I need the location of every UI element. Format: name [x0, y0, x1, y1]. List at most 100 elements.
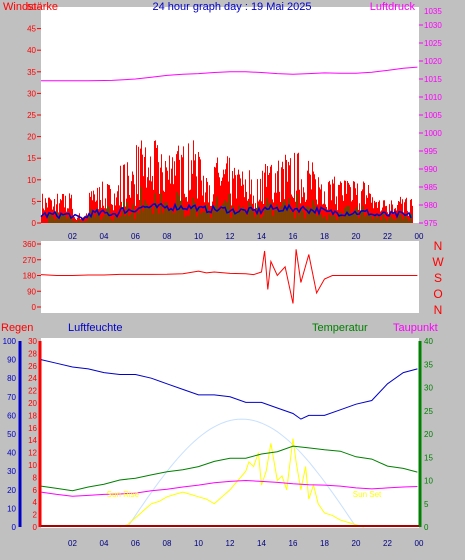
x-tick-label-04: 04	[100, 539, 109, 548]
rain-tick-label-26: 26	[28, 362, 37, 371]
compass-label-1: W	[432, 255, 444, 269]
compass-label-0: N	[434, 239, 443, 253]
rain-tick-label-14: 14	[28, 436, 37, 445]
wind-tick-label-5: 5	[32, 197, 37, 206]
humidity-tick-label-100: 100	[3, 337, 17, 346]
x-tick-label-12: 12	[226, 232, 235, 241]
rain-tick-label-22: 22	[28, 387, 37, 396]
x-tick-label-20: 20	[352, 539, 361, 548]
compass-label-4: N	[434, 303, 443, 317]
humidity-tick-label-70: 70	[7, 393, 16, 402]
rain-tick-label-30: 30	[28, 337, 37, 346]
wind-direction-panel	[41, 241, 419, 313]
temperature-tick-label-40: 40	[424, 337, 433, 346]
rain-tick-label-28: 28	[28, 349, 37, 358]
x-tick-label-22: 22	[383, 232, 392, 241]
sun-rise-label: Sun Rise	[107, 490, 140, 499]
temperature-axis: 0 5 10 15 20 25 30 35 40	[418, 337, 433, 532]
climate-series	[40, 359, 419, 528]
x-tick-label-12: 12	[226, 539, 235, 548]
wind-strength-label: Windstärke	[3, 1, 58, 13]
x-tick-label-02: 02	[68, 232, 77, 241]
temperature-tick-label-5: 5	[424, 500, 429, 509]
temperature-tick-label-15: 15	[424, 453, 433, 462]
x-tick-label-10: 10	[194, 539, 203, 548]
x-tick-label-16: 16	[289, 539, 298, 548]
x-tick-label-08: 08	[163, 232, 172, 241]
x-axis-ticks-panel1: 02 04 06 08 10 12 14 16 18 20 22 00	[68, 232, 424, 241]
rain-tick-label-0: 0	[33, 523, 38, 532]
direction-tick-label-360: 360	[23, 240, 37, 249]
rain-tick-label-2: 2	[33, 511, 38, 520]
pressure-label: Luftdruck	[370, 1, 416, 13]
humidity-tick-label-90: 90	[7, 356, 16, 365]
solar-line	[119, 438, 365, 528]
x-axis-ticks-panel3: 02 04 06 08 10 12 14 16 18 20 22 00	[68, 539, 424, 548]
rain-tick-label-4: 4	[33, 498, 38, 507]
x-tick-label-18: 18	[320, 232, 329, 241]
x-tick-label-06: 06	[131, 539, 140, 548]
rain-tick-label-16: 16	[28, 424, 37, 433]
x-tick-label-14: 14	[257, 232, 266, 241]
rain-tick-label-6: 6	[33, 486, 38, 495]
pressure-tick-label-985: 985	[424, 183, 438, 192]
pressure-line	[41, 66, 418, 82]
x-tick-label-22: 22	[383, 539, 392, 548]
x-tick-label-14: 14	[257, 539, 266, 548]
x-tick-label-00: 00	[415, 539, 424, 548]
pressure-tick-label-1020: 1020	[424, 57, 442, 66]
temperature-tick-label-0: 0	[424, 523, 429, 532]
x-tick-label-00: 00	[415, 232, 424, 241]
temperature-label: Temperatur	[312, 322, 368, 334]
humidity-tick-label-20: 20	[7, 486, 16, 495]
pressure-tick-label-995: 995	[424, 147, 438, 156]
x-tick-label-16: 16	[289, 232, 298, 241]
wind-tick-label-10: 10	[27, 176, 36, 185]
humidity-tick-label-40: 40	[7, 449, 16, 458]
rain-tick-label-8: 8	[33, 473, 38, 482]
humidity-tick-label-30: 30	[7, 467, 16, 476]
humidity-axis: 0 10 20 30 40 50 60 70 80 90 100	[3, 337, 22, 532]
pressure-tick-label-1025: 1025	[424, 39, 442, 48]
x-tick-label-18: 18	[320, 539, 329, 548]
rain-tick-label-18: 18	[28, 411, 37, 420]
chart-title: 24 hour graph day : 19 Mai 2025	[152, 1, 311, 13]
wind-gust-bars	[41, 140, 413, 223]
rain-label: Regen	[1, 322, 33, 334]
wind-tick-label-35: 35	[27, 68, 36, 77]
temperature-tick-label-25: 25	[424, 407, 433, 416]
humidity-tick-label-50: 50	[7, 430, 16, 439]
wind-speed-line	[40, 202, 412, 222]
pressure-tick-label-1010: 1010	[424, 93, 442, 102]
pressure-tick-label-990: 990	[424, 165, 438, 174]
climate-panel	[41, 338, 419, 528]
compass-label-3: O	[433, 287, 442, 301]
wind-tick-label-40: 40	[27, 46, 36, 55]
pressure-tick-label-980: 980	[424, 201, 438, 210]
wind-tick-label-25: 25	[27, 111, 36, 120]
x-tick-label-02: 02	[68, 539, 77, 548]
humidity-tick-label-80: 80	[7, 374, 16, 383]
wind-tick-label-45: 45	[27, 25, 36, 34]
temperature-tick-label-10: 10	[424, 477, 433, 486]
solar-radiation-line	[127, 418, 357, 528]
humidity-tick-label-0: 0	[12, 523, 17, 532]
temperature-tick-label-35: 35	[424, 360, 433, 369]
wind-tick-label-20: 20	[27, 133, 36, 142]
x-tick-label-08: 08	[163, 539, 172, 548]
wind-tick-label-15: 15	[27, 154, 36, 163]
sun-set-label: Sun Set	[353, 490, 382, 499]
rain-tick-label-10: 10	[28, 461, 37, 470]
dewpoint-label: Taupunkt	[393, 322, 438, 334]
wind-tick-label-0: 0	[32, 219, 37, 228]
x-tick-label-10: 10	[194, 232, 203, 241]
direction-tick-label-90: 90	[27, 287, 36, 296]
pressure-tick-label-1035: 1035	[424, 7, 442, 16]
humidity-tick-label-10: 10	[7, 504, 16, 513]
pressure-tick-label-975: 975	[424, 219, 438, 228]
wind-tick-label-30: 30	[27, 89, 36, 98]
humidity-tick-label-60: 60	[7, 411, 16, 420]
